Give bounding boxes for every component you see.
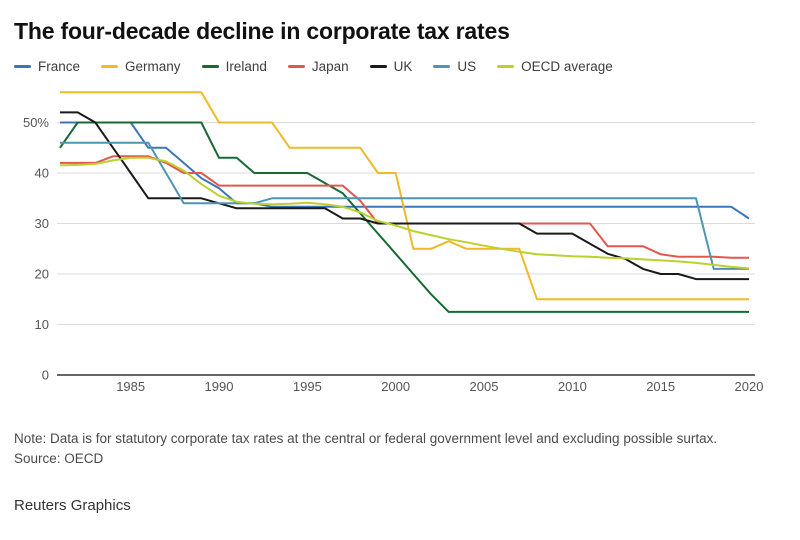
legend-swatch-france: [14, 65, 31, 68]
legend-item-france[interactable]: France: [14, 59, 80, 74]
chart-note: Note: Data is for statutory corporate ta…: [14, 431, 718, 446]
x-tick-label-1990: 1990: [205, 379, 234, 394]
legend-swatch-oecd-average: [497, 65, 515, 68]
legend-item-ireland[interactable]: Ireland: [201, 59, 267, 74]
legend-label-us: US: [457, 59, 477, 74]
y-tick-label-30: 30: [35, 216, 49, 231]
legend-swatch-us: [433, 65, 451, 68]
x-tick-label-1995: 1995: [293, 379, 322, 394]
x-tick-label-2015: 2015: [646, 379, 675, 394]
series-line-germany: [60, 91, 749, 301]
legend-swatch-japan: [287, 65, 305, 68]
x-tick-label-2005: 2005: [470, 379, 499, 394]
legend-swatch-uk: [369, 65, 387, 68]
x-tick-label-1985: 1985: [116, 379, 145, 394]
legend-label-japan: Japan: [311, 59, 349, 74]
chart-legend: France Germany Ireland Japan UK US OECD averag…: [14, 59, 786, 74]
series-line-ireland: [59, 121, 749, 313]
chart-source: Source: OECD: [14, 451, 104, 467]
x-tick-label-2000: 2000: [381, 379, 410, 394]
series-line-france: [60, 121, 750, 220]
x-tick-label-2020: 2020: [735, 379, 764, 394]
y-tick-label-10: 10: [35, 317, 49, 332]
legend-label-france: France: [38, 59, 81, 74]
legend-label-oecd-average: OECD average: [521, 59, 613, 74]
y-tick-label-20: 20: [35, 267, 49, 282]
y-tick-label-0: 0: [42, 368, 49, 383]
legend-swatch-ireland: [201, 65, 219, 68]
series-line-us: [60, 141, 749, 270]
legend-label-uk: UK: [393, 59, 413, 74]
chart-title: The four-decade decline in corporate tax…: [14, 18, 510, 44]
legend-item-japan[interactable]: Japan: [287, 59, 349, 74]
series-line-uk: [60, 111, 749, 281]
legend-item-germany[interactable]: Germany: [101, 59, 181, 74]
legend-swatch-germany: [101, 65, 119, 68]
series-line-oecd-average: [59, 156, 750, 270]
reuters-graphics-credit: Reuters Graphics: [14, 496, 131, 514]
tax-rate-chart: 0 10 20 30 40 50% 1985 1990 1995 2000 2005 2010 2015…: [23, 91, 764, 394]
legend-item-us[interactable]: US: [433, 59, 476, 74]
x-tick-label-2010: 2010: [558, 379, 587, 394]
legend-label-ireland: Ireland: [225, 59, 267, 74]
y-tick-label-40: 40: [35, 166, 49, 181]
reuters-chart-page: The four-decade decline in corporate tax…: [0, 18, 800, 540]
y-tick-label-50: 50%: [23, 115, 49, 130]
legend-item-oecd-average[interactable]: OECD average: [497, 59, 613, 74]
legend-item-uk[interactable]: UK: [369, 59, 413, 74]
legend-label-germany: Germany: [125, 59, 181, 74]
